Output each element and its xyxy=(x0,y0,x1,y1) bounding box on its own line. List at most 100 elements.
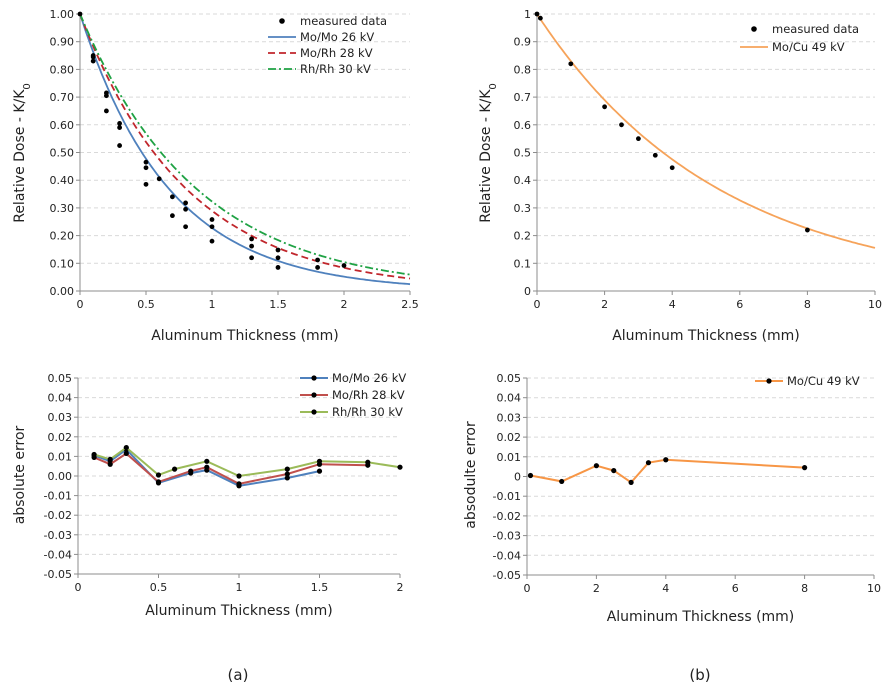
y-tick-label: 0.00 xyxy=(50,285,75,298)
y-axis-label: absodulte error xyxy=(463,421,479,529)
x-tick-label: 0.5 xyxy=(150,581,168,594)
x-tick-label: 0 xyxy=(77,298,84,311)
y-tick-label: 0.04 xyxy=(497,392,522,405)
y-tick-label: 0 xyxy=(514,471,521,484)
x-tick-label: 2 xyxy=(341,298,348,311)
series-point-2 xyxy=(204,458,210,464)
scatter-point xyxy=(534,11,540,17)
series-point-1 xyxy=(123,450,129,457)
legend: Mo/Mo 26 kV Mo/Rh 28 kV Rh/Rh 30 kV xyxy=(300,371,406,419)
y-tick-label: 0.1 xyxy=(514,257,532,270)
legend-label: measured data xyxy=(772,22,859,36)
y-tick-label: -0.01 xyxy=(493,490,521,503)
series-point-2 xyxy=(123,444,129,451)
series-line-0 xyxy=(79,13,411,286)
scatter-point xyxy=(652,152,658,158)
y-axis-label-main: absolute error xyxy=(12,425,28,524)
y-tick-label: 0.40 xyxy=(50,174,75,187)
x-tick-label: 2.5 xyxy=(401,298,419,311)
x-axis-label: Aluminum Thickness (mm) xyxy=(145,603,333,619)
y-tick-label: 0.6 xyxy=(514,119,532,132)
y-tick-label: -0.01 xyxy=(44,490,72,503)
y-tick-label: 0 xyxy=(524,285,531,298)
series-point-0 xyxy=(611,467,617,474)
series-point-0 xyxy=(802,465,808,471)
scatter-point xyxy=(315,265,320,270)
x-tick-label: 1 xyxy=(236,581,243,594)
legend-marker xyxy=(311,409,317,415)
series-line-0 xyxy=(536,13,876,249)
y-axis-label-main: Relative Dose - K/K xyxy=(12,89,28,223)
y-tick-label: 0.05 xyxy=(497,372,522,385)
series-point-2 xyxy=(91,451,97,458)
scatter-point xyxy=(183,224,189,230)
series-point-2 xyxy=(107,456,113,462)
legend-label: Rh/Rh 30 kV xyxy=(332,405,403,419)
x-axis-label: Aluminum Thickness (mm) xyxy=(151,328,339,344)
series-line-1 xyxy=(93,452,368,485)
series-line-1 xyxy=(79,13,411,280)
x-tick-label: 4 xyxy=(669,298,676,311)
series-point-0 xyxy=(593,463,600,469)
scatter-point xyxy=(209,217,215,222)
x-tick-label: 0 xyxy=(534,298,541,311)
x-tick-label: 10 xyxy=(868,298,882,311)
x-axis-label: Aluminum Thickness (mm) xyxy=(607,609,795,625)
series-point-0 xyxy=(527,472,534,479)
scatter-point xyxy=(104,108,109,114)
legend-marker xyxy=(311,375,317,381)
y-tick-label: -0.02 xyxy=(44,509,72,522)
series-point-0 xyxy=(663,457,669,463)
scatter-point xyxy=(209,238,215,244)
legend: measured data Mo/Mo 26 kV Mo/Rh 28 kV Rh/Rh… xyxy=(268,14,387,76)
scatter-point xyxy=(602,104,607,110)
y-tick-label: 0.00 xyxy=(48,470,73,483)
scatter-point xyxy=(156,176,162,182)
y-tick-label: 1.00 xyxy=(50,8,75,21)
series-point-2 xyxy=(397,464,403,470)
series-point-2 xyxy=(316,458,323,464)
x-tick-label: 8 xyxy=(804,298,811,311)
legend-marker xyxy=(311,392,317,398)
y-axis-label-main: Relative Dose - K/K xyxy=(478,89,494,223)
y-tick-label: 0.04 xyxy=(48,392,73,405)
x-tick-label: 4 xyxy=(662,582,669,595)
y-tick-label: 0.4 xyxy=(514,174,532,187)
series-point-2 xyxy=(155,472,162,478)
scatter-point xyxy=(275,265,281,270)
scatter-point xyxy=(249,243,255,249)
y-tick-label: -0.04 xyxy=(493,549,521,562)
scatter-point xyxy=(104,90,109,96)
x-tick-label: 8 xyxy=(801,582,808,595)
scatter-point xyxy=(170,213,175,219)
series-point-0 xyxy=(316,468,323,474)
scatter-point xyxy=(275,247,281,253)
series-point-1 xyxy=(236,481,242,487)
scatter-point xyxy=(170,194,175,200)
y-tick-label: -0.03 xyxy=(44,529,72,542)
y-axis-label-main: absodulte error xyxy=(463,421,479,529)
chart-a-relative-dose: 0.000.100.200.300.400.500.600.700.800.90… xyxy=(12,8,419,344)
legend: measured data Mo/Cu 49 kV xyxy=(740,22,859,54)
x-tick-label: 1 xyxy=(209,298,216,311)
series-point-0 xyxy=(628,479,634,486)
x-tick-label: 0.5 xyxy=(137,298,155,311)
legend-label: Mo/Cu 49 kV xyxy=(787,374,860,388)
series-point-1 xyxy=(188,468,194,474)
legend-label: measured data xyxy=(300,14,387,28)
y-tick-label: 0.01 xyxy=(48,450,73,463)
y-tick-label: 0.30 xyxy=(50,202,75,215)
chart-a-absolute-error: -0.05 -0.04 -0.03 -0.02 -0.01 0.00 0.01 0.02 0.0… xyxy=(12,371,406,619)
series-point-2 xyxy=(365,459,371,465)
legend: Mo/Cu 49 kV xyxy=(755,374,860,388)
y-axis-label-subscript: 0 xyxy=(488,83,499,89)
scatter-point xyxy=(143,181,149,187)
caption-b: (b) xyxy=(689,666,710,684)
x-tick-label: 1.5 xyxy=(311,581,329,594)
x-tick-label: 2 xyxy=(593,582,600,595)
legend-label: Mo/Rh 28 kV xyxy=(332,388,405,402)
series-point-1 xyxy=(107,461,113,467)
y-axis-label: Relative Dose - K/K0 xyxy=(478,83,499,223)
legend-marker xyxy=(766,378,772,384)
series-line-0 xyxy=(530,458,805,484)
